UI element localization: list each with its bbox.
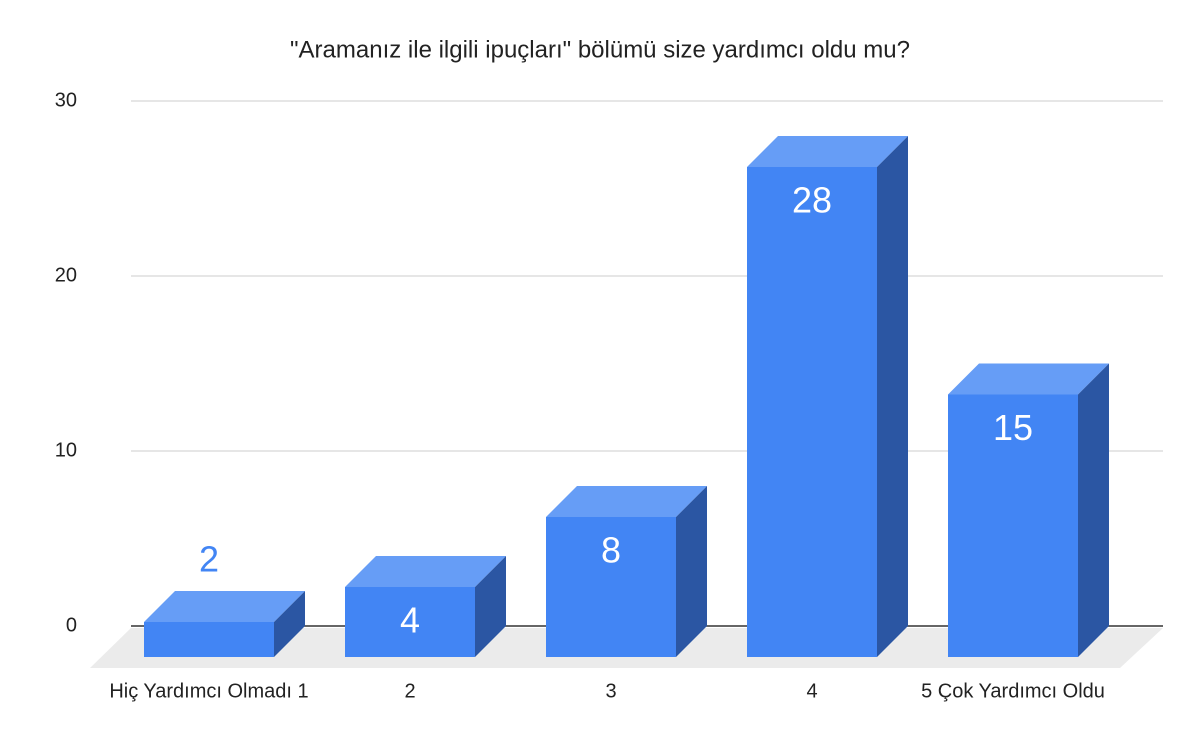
x-tick-label: Hiç Yardımcı Olmadı 1 [109, 680, 308, 702]
y-tick-label: 30 [55, 89, 77, 111]
bar [948, 363, 1109, 657]
value-label: 28 [792, 180, 832, 221]
x-tick-label: 5 Çok Yardımcı Oldu [921, 680, 1105, 702]
bar-front [747, 167, 877, 657]
x-tick-label: 2 [404, 680, 415, 702]
bar-front [546, 517, 676, 657]
bar [747, 136, 908, 657]
bar-top [546, 486, 707, 517]
bar-side [877, 136, 908, 657]
bar-top [144, 591, 305, 622]
value-label: 15 [993, 407, 1033, 448]
y-tick-label: 10 [55, 439, 77, 461]
bar-top [345, 556, 506, 587]
bar-side [676, 486, 707, 657]
x-tick-label: 4 [806, 680, 817, 702]
bar [144, 591, 305, 657]
x-tick-label: 3 [605, 680, 616, 702]
chart-title: "Aramanız ile ilgili ipuçları" bölümü si… [290, 36, 910, 63]
bar-side [1078, 363, 1109, 657]
bar-front [144, 622, 274, 657]
value-label: 2 [199, 539, 219, 580]
bar-side [475, 556, 506, 657]
bar [345, 556, 506, 657]
bar-side [274, 591, 305, 657]
bar-front [345, 587, 475, 657]
y-tick-label: 20 [55, 264, 77, 286]
value-label: 8 [601, 530, 621, 571]
bar-top [948, 363, 1109, 395]
value-label: 4 [400, 600, 420, 641]
y-tick-label: 0 [66, 614, 77, 636]
bar-front [948, 394, 1078, 657]
bar [546, 486, 707, 657]
bar-top [747, 136, 908, 167]
